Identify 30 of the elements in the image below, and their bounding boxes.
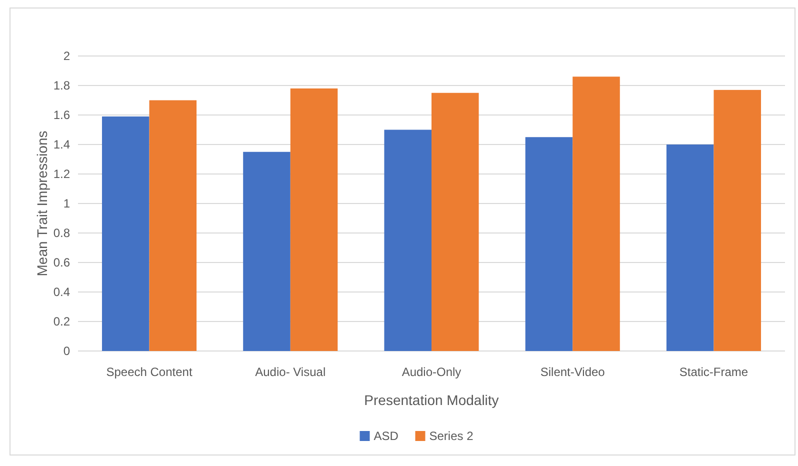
bar [714,90,762,351]
legend-label: ASD [374,429,399,444]
y-tick-label: 1 [63,196,70,211]
y-tick-label: 0.2 [53,314,70,329]
bar [149,100,197,351]
y-tick-label: 1.6 [53,108,70,122]
bar [525,137,573,351]
y-tick-label: 0 [63,344,70,358]
x-tick-label: Audio-Only [402,365,462,379]
y-tick-label: 1.2 [53,167,70,182]
legend-label: Series 2 [429,429,474,444]
bar [243,152,290,351]
y-tick-label: 1.8 [53,78,70,93]
x-tick-label: Audio- Visual [255,365,326,379]
x-tick-label: Static-Frame [679,365,748,379]
y-tick-label: 0.6 [53,256,70,270]
y-tick-label: 0.8 [53,226,70,240]
y-tick-label: 0.4 [53,285,70,300]
y-tick-label: 1.4 [53,138,70,152]
x-axis-title: Presentation Modality [364,392,499,408]
x-tick-label: Silent-Video [540,365,606,379]
bar [384,130,432,351]
bar [572,76,620,351]
y-tick-label: 2 [63,49,70,64]
x-tick-label: Speech Content [106,365,193,379]
bar [432,92,479,351]
bar [290,88,338,351]
bar [666,144,714,351]
bar [102,116,150,351]
y-axis-title: Mean Trait Impressions [34,130,50,276]
